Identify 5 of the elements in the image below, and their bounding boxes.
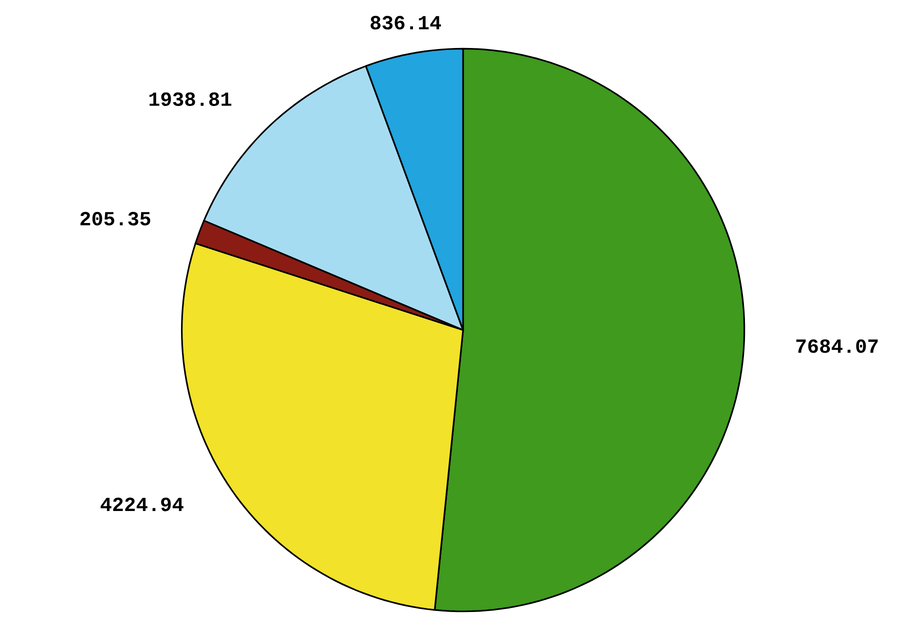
data-label: 7684.07 [796,339,878,353]
data-label: 4224.94 [100,498,184,512]
data-label: 205.35 [80,212,150,226]
data-label: 1938.81 [149,92,232,106]
data-label: 836.14 [370,16,441,30]
